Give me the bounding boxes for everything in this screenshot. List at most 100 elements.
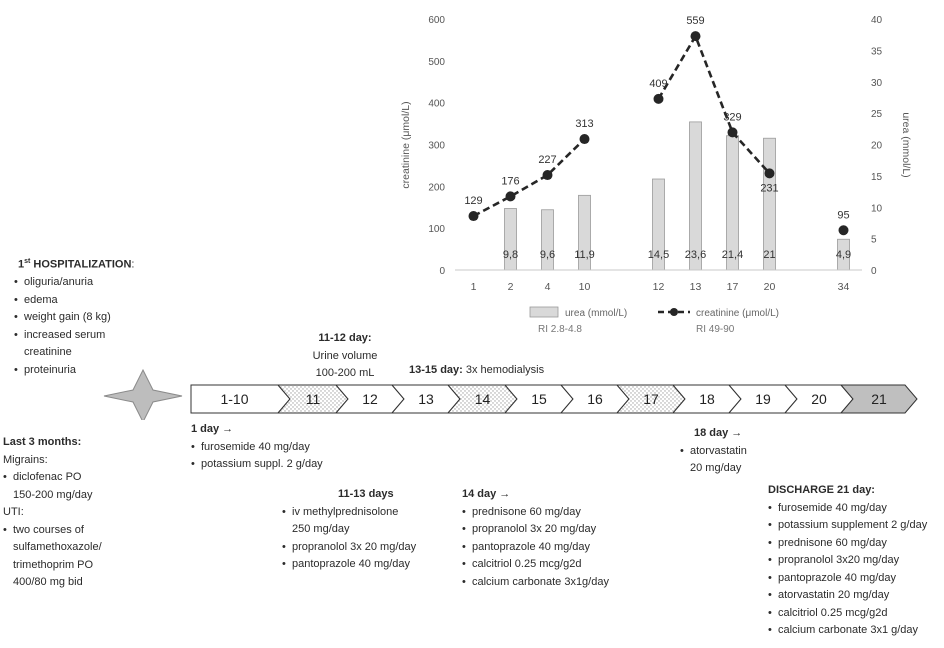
y-left-tick-label: 200	[428, 182, 445, 193]
urine-volume-label: Urine volume	[312, 349, 378, 362]
timeline-day-label: 19	[755, 391, 771, 407]
urea-data-label: 11,9	[574, 249, 595, 261]
symptom-item: weight gain (8 kg)	[14, 309, 164, 327]
discharge-title: DISCHARGE 21 day:	[768, 484, 875, 496]
creatinine-point	[690, 31, 701, 42]
uti-heading: UTI:	[3, 506, 24, 518]
y-left-axis-label: creatinine (μmol/L)	[400, 101, 412, 188]
y-right-tick-label: 35	[871, 46, 883, 57]
medication-item: furosemide 40 mg/day	[768, 500, 944, 518]
creatinine-point	[505, 191, 516, 202]
y-left-tick-label: 600	[428, 15, 445, 26]
medication-item: atorvastatin	[680, 443, 800, 461]
timeline-day-label: 11	[306, 391, 321, 407]
day-11-13-title: 11-13 days	[338, 488, 394, 500]
urea-data-label: 23,6	[685, 249, 706, 261]
medication-item: pantoprazole 40 mg/day	[768, 570, 944, 588]
star-icon	[103, 368, 183, 420]
y-right-tick-label: 25	[871, 109, 883, 120]
timeline-day-label: 18	[699, 391, 715, 407]
x-tick-label: 2	[508, 281, 514, 293]
creatinine-point	[727, 127, 738, 138]
day-18-title: 18 day →	[694, 427, 743, 439]
hospitalization-title: 1st HOSPITALIZATION:	[18, 258, 135, 271]
urea-data-label: 9,8	[503, 249, 518, 261]
last-3-months-title: Last 3 months:	[3, 436, 82, 448]
hospitalization-block: 1st HOSPITALIZATION: oliguria/anuria ede…	[14, 253, 164, 379]
day-11-12-title: 11-12 day:	[318, 332, 372, 344]
day-14-block: 14 day → prednisone 60 mg/day propranolo…	[462, 486, 662, 591]
creatinine-point	[542, 170, 553, 181]
migrains-heading: Migrains:	[3, 453, 48, 466]
y-left-tick-label: 400	[428, 99, 445, 110]
discharge-block: DISCHARGE 21 day: furosemide 40 mg/day p…	[768, 482, 944, 640]
legend-creatinine-ri: RI 49-90	[696, 324, 735, 335]
creatinine-data-label: 227	[538, 154, 556, 166]
medication-item: potassium suppl. 2 g/day	[191, 456, 391, 474]
timeline-day-label: 14	[475, 391, 491, 407]
x-tick-label: 1	[471, 281, 477, 293]
y-right-axis-label: urea (mmol/L)	[900, 112, 912, 177]
urea-bar	[689, 121, 702, 271]
day-11-12-note: 11-12 day: Urine volume 100-200 mL	[290, 330, 400, 383]
creatinine-data-label: 329	[723, 111, 741, 123]
medication-item: iv methylprednisolone	[282, 504, 462, 522]
day-13-15-title: 13-15 day:	[409, 364, 463, 376]
chart-legend: urea (mmol/L) RI 2.8-4.8 creatinine (μmo…	[529, 306, 779, 335]
timeline-day-label: 15	[531, 391, 547, 407]
timeline-day-label: 17	[643, 391, 659, 407]
timeline-day-label: 1-10	[220, 391, 248, 407]
y-right-tick-label: 15	[871, 172, 883, 183]
symptom-item: increased serum	[14, 327, 164, 345]
symptom-item: oliguria/anuria	[14, 274, 164, 292]
medication-item: prednisone 60 mg/day	[768, 535, 944, 553]
symptom-item: edema	[14, 292, 164, 310]
medication-item: propranolol 3x 20 mg/day	[282, 539, 462, 557]
legend-urea-swatch	[529, 306, 559, 318]
creatinine-data-label: 95	[837, 209, 849, 221]
y-left-tick-label: 0	[439, 266, 445, 277]
medication-item-continuation: 400/80 mg bid	[13, 576, 83, 588]
medication-item: two courses of	[3, 522, 173, 540]
creatinine-data-label: 176	[501, 175, 519, 187]
creatinine-point	[764, 168, 775, 179]
creatinine-data-label: 409	[649, 78, 667, 90]
creatinine-point	[838, 225, 849, 236]
medication-item: atorvastatin 20 mg/day	[768, 587, 944, 605]
x-tick-label: 17	[727, 281, 739, 293]
y-left-tick-label: 100	[428, 224, 445, 235]
day-14-title: 14 day →	[462, 488, 511, 500]
legend-creatinine-label: creatinine (μmol/L)	[696, 308, 779, 319]
y-left-tick-label: 500	[428, 57, 445, 68]
last-3-months-block: Last 3 months: Migrains: diclofenac PO 1…	[3, 434, 173, 592]
medication-item: potassium supplement 2 g/day	[768, 517, 944, 535]
medication-item: prednisone 60 mg/day	[462, 504, 662, 522]
medication-item: calcium carbonate 3x1g/day	[462, 574, 662, 592]
medication-item: furosemide 40 mg/day	[191, 439, 391, 457]
x-tick-label: 20	[764, 281, 776, 293]
creatinine-line	[657, 33, 771, 175]
creatinine-point	[468, 211, 479, 222]
creatinine-line	[472, 138, 586, 218]
medication-item: calcitriol 0.25 mcg/g2d	[462, 556, 662, 574]
medication-item-continuation: sulfamethoxazole/	[13, 541, 102, 553]
x-tick-label: 4	[545, 281, 551, 293]
medication-item: calcitriol 0.25 mcg/g2d	[768, 605, 944, 623]
timeline-day-label: 20	[811, 391, 827, 407]
y-right-tick-label: 5	[871, 235, 877, 246]
symptom-item: proteinuria	[14, 362, 164, 380]
y-right-tick-label: 0	[871, 266, 877, 277]
timeline-day-label: 12	[362, 391, 378, 407]
x-tick-label: 34	[838, 281, 850, 293]
day-18-block: 18 day → atorvastatin 20 mg/day	[680, 425, 800, 478]
hospital-timeline: 1-10 11 12 13 14 15 16 17 18 19 20 21	[103, 368, 918, 420]
urea-data-label: 9,6	[540, 249, 555, 261]
y-right-tick-label: 20	[871, 141, 883, 152]
medication-item: propranolol 3x 20 mg/day	[462, 521, 662, 539]
creatinine-point	[653, 93, 664, 104]
medication-item-continuation: trimethoprim PO	[13, 558, 94, 571]
timeline-cell	[839, 384, 918, 414]
day-13-15-note: 13-15 day: 3x hemodialysis	[409, 362, 609, 380]
x-tick-label: 12	[653, 281, 665, 293]
legend-urea-label: urea (mmol/L)	[565, 308, 627, 319]
